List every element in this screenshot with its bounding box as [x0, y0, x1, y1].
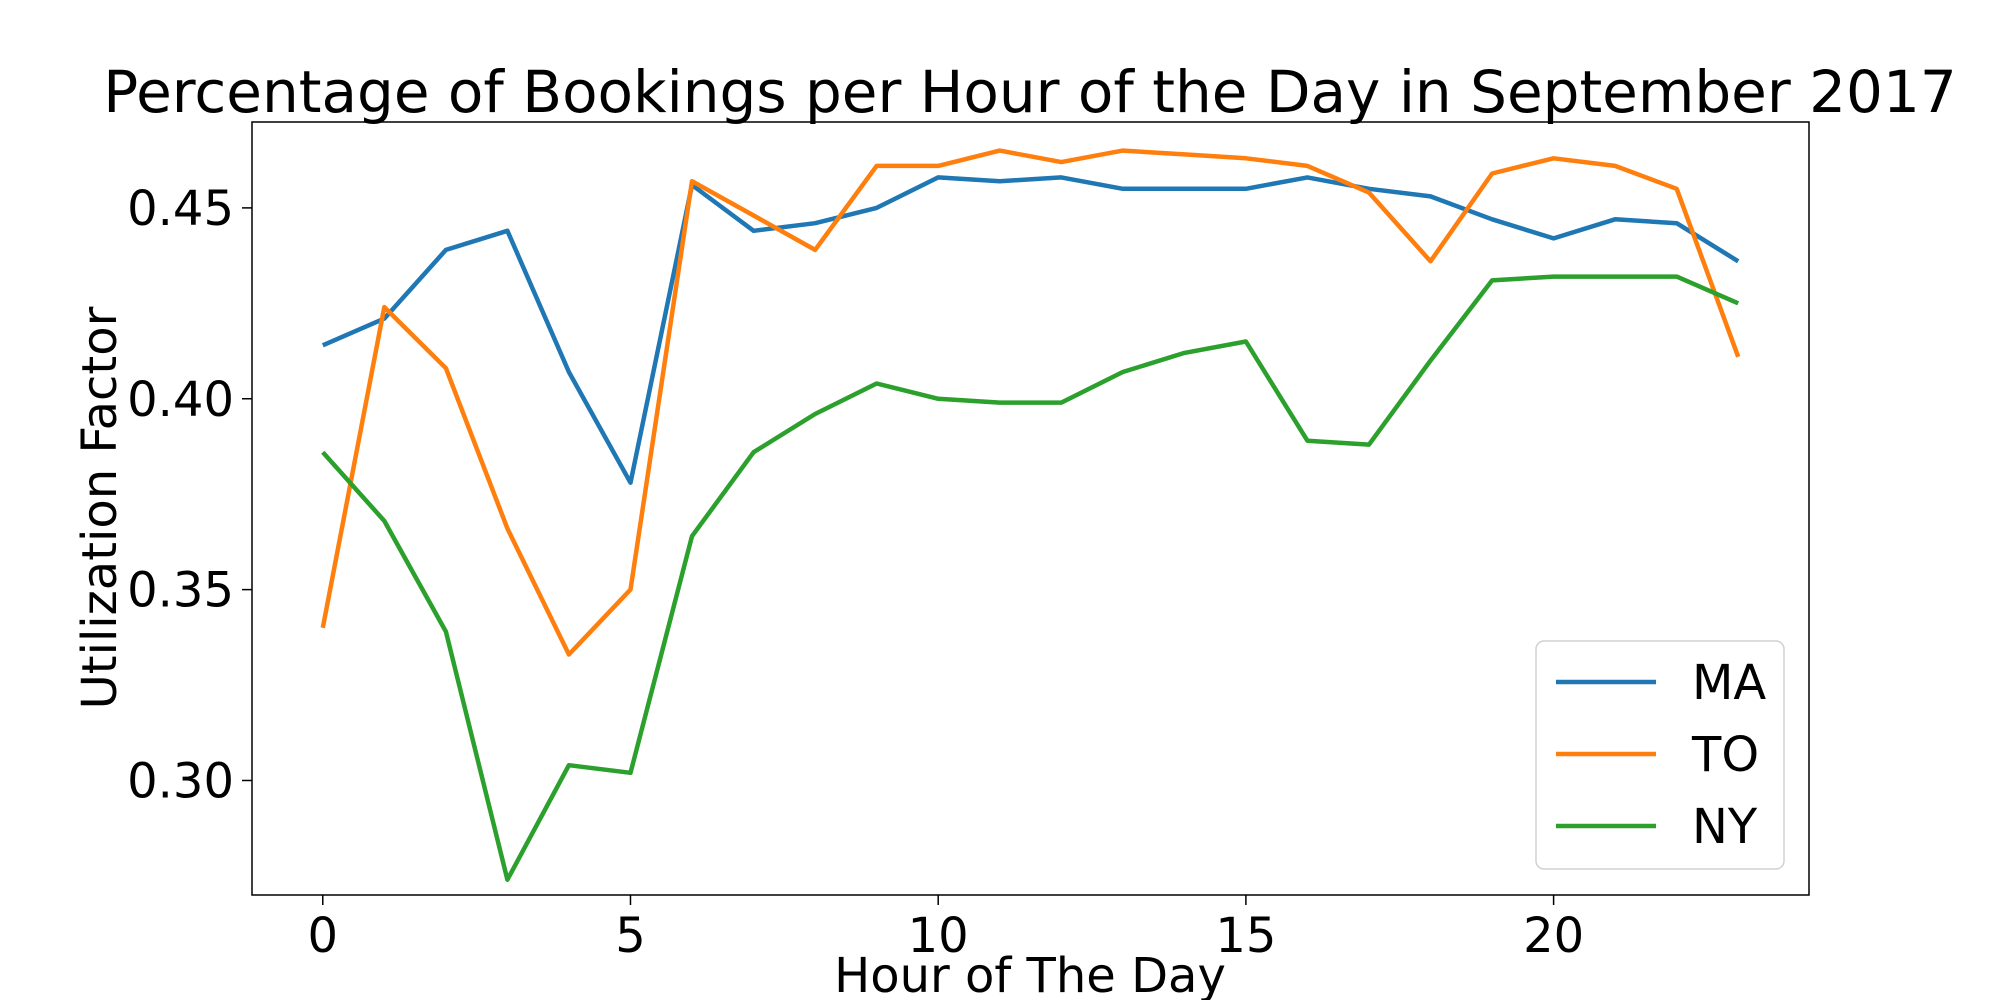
x-tick-label: 20 — [1523, 908, 1584, 964]
legend-label-to: TO — [1691, 727, 1759, 783]
legend-label-ma: MA — [1692, 655, 1766, 711]
x-tick-label: 15 — [1215, 908, 1276, 964]
legend-label-ny: NY — [1692, 799, 1758, 855]
x-tick-label: 10 — [908, 908, 969, 964]
plot-area — [251, 121, 1810, 896]
plot-frame — [251, 121, 1810, 896]
y-tick-label: 0.35 — [127, 563, 234, 619]
series-line-ny — [321, 274, 1740, 882]
y-tick-label: 0.45 — [127, 181, 234, 237]
y-tick-label: 0.40 — [127, 372, 234, 428]
legend: MA TO NY — [1535, 640, 1785, 870]
legend-box — [1535, 640, 1785, 870]
x-tick-label: 5 — [615, 908, 646, 964]
x-axis-label: Hour of The Day — [834, 948, 1226, 1000]
y-axis: 0.30 0.35 0.40 0.45 — [127, 181, 252, 809]
series-line-to — [320, 148, 1741, 657]
x-tick-label: 0 — [307, 908, 338, 964]
chart-title: Percentage of Bookings per Hour of the D… — [103, 58, 1957, 126]
series-lines — [320, 148, 1741, 882]
y-tick-label: 0.30 — [127, 753, 234, 809]
y-axis-label: Utilization Factor — [72, 306, 128, 709]
series-line-ma — [321, 175, 1740, 485]
x-axis: 0 5 10 15 20 — [307, 895, 1584, 964]
